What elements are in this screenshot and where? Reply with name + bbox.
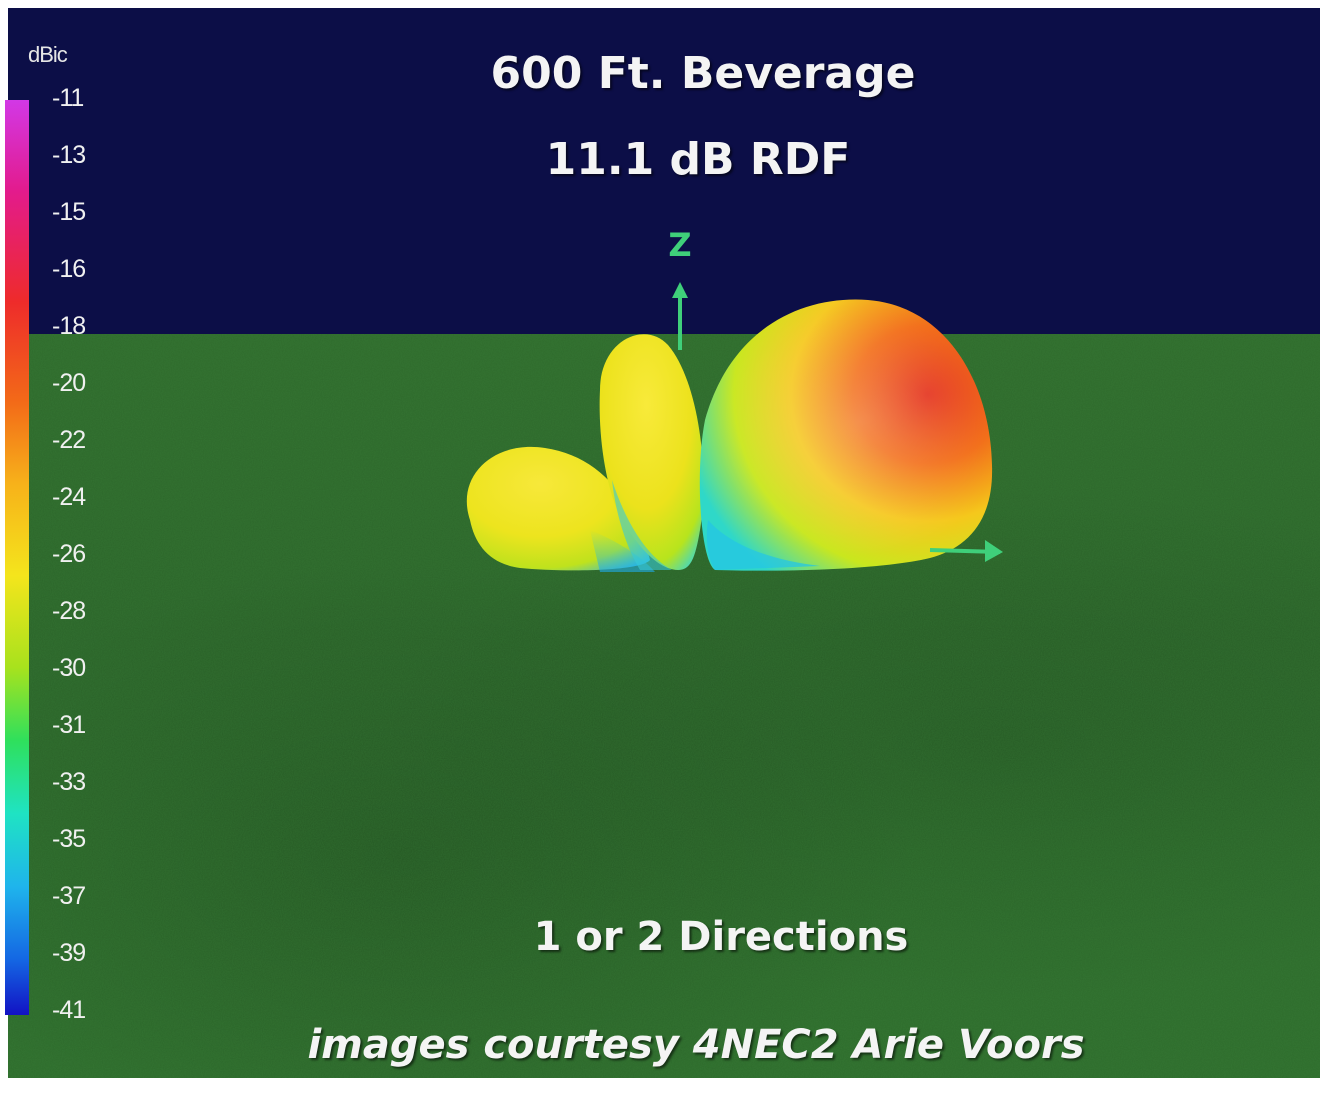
- image-credit: images courtesy 4NEC2 Arie Voors: [307, 1022, 1085, 1068]
- mid-lobe: [599, 334, 704, 570]
- pattern-title: 600 Ft. Beverage: [490, 48, 916, 99]
- color-scale-tick: -28: [52, 597, 86, 625]
- color-scale-tick: -33: [52, 768, 86, 796]
- z-axis: Z: [668, 226, 692, 350]
- pattern-subtitle: 11.1 dB RDF: [545, 134, 851, 185]
- color-scale-tick: -16: [52, 255, 86, 283]
- color-scale-tick: -22: [52, 426, 86, 454]
- z-axis-label: Z: [668, 226, 691, 264]
- color-scale-tick: -18: [52, 312, 86, 340]
- x-axis: [929, 540, 1003, 562]
- color-scale-unit: dBic: [28, 42, 68, 67]
- color-scale-tick: -13: [52, 141, 86, 169]
- color-scale-tick: -11: [52, 84, 84, 112]
- color-scale-tick: -24: [52, 483, 86, 511]
- color-scale-tick: -35: [52, 825, 86, 853]
- color-scale-tick: -26: [52, 540, 86, 568]
- main-lobe: [699, 299, 993, 571]
- color-scale-tick: -20: [52, 369, 86, 397]
- directions-caption: 1 or 2 Directions: [533, 914, 909, 960]
- color-scale-tick: -31: [52, 711, 86, 739]
- color-scale-tick: -30: [52, 654, 86, 682]
- color-scale-bar: [5, 100, 29, 1015]
- color-scale-tick: -39: [52, 939, 86, 967]
- color-scale-tick: -41: [52, 996, 86, 1024]
- sky-background: [8, 8, 1320, 343]
- color-scale-tick: -15: [52, 198, 86, 226]
- color-scale-tick: -37: [52, 882, 86, 910]
